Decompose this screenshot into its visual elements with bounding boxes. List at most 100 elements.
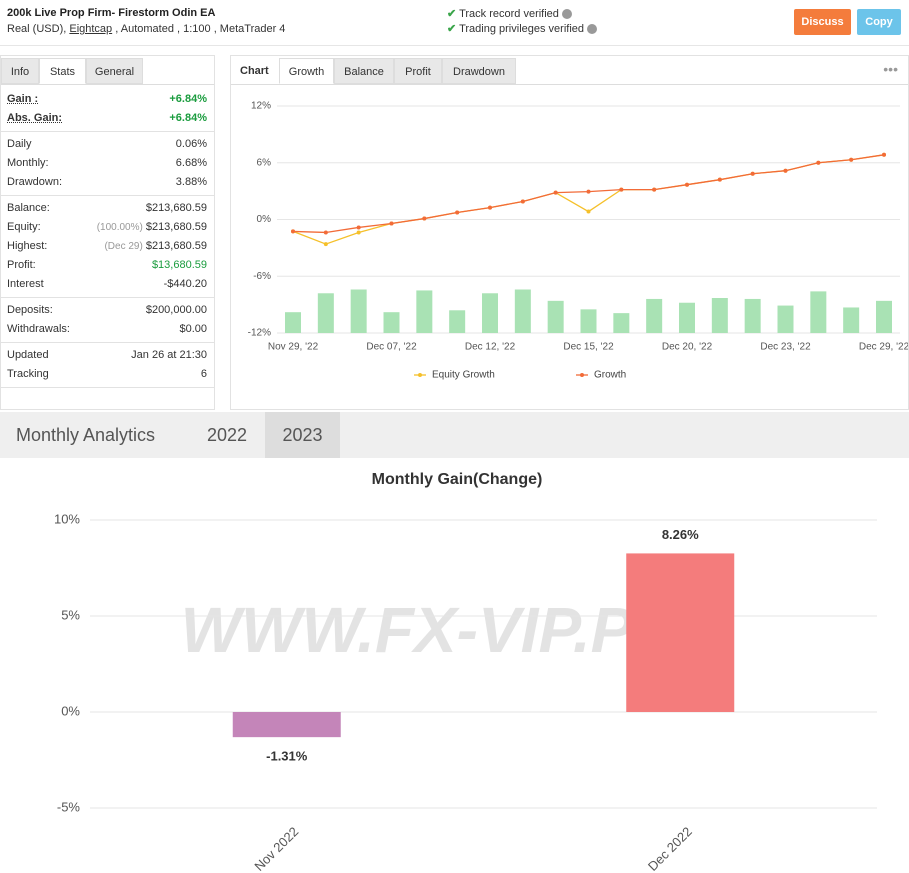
stats-label: Tracking [7,368,49,380]
stats-value-wrap: 3.88% [176,173,207,192]
legend-label: Equity Growth [432,370,495,381]
stats-value: $213,680.59 [145,221,207,233]
legend-label: Growth [594,370,626,381]
volume-bar [547,300,564,333]
chart-tab[interactable]: Drawdown [442,58,516,84]
stats-section: Updated Jan 26 at 21:30 Tracking 6 [1,343,214,388]
stats-value: 6.68% [175,157,207,169]
bar [232,712,341,738]
account-type: Real (USD), [7,23,67,35]
stats-value-wrap: +6.84% [169,109,207,128]
y-tick-label: -12% [248,328,271,339]
legend-marker [418,373,422,377]
volume-bar [317,293,334,333]
monthly-tabs: Monthly Analytics 2022 2023 [0,412,909,458]
copy-button[interactable]: Copy [857,9,901,35]
x-tick-label: Nov 29, '22 [268,342,319,353]
stats-row: Withdrawals: $0.00 [1,320,214,339]
volume-bar [646,298,663,333]
stats-label: Gain : [7,93,39,105]
volume-bar [383,312,400,333]
stats-value-wrap: 6 [201,365,207,384]
stats-label: Daily [7,138,32,150]
point [323,242,328,247]
volume-bar [679,302,695,333]
volume-bar [285,312,301,333]
stats-value: 3.88% [175,176,207,188]
stats-value: $200,000.00 [145,304,207,316]
volume-bar [416,290,433,333]
broker[interactable]: Eightcap [69,23,113,35]
stats-tab[interactable]: Stats [39,58,86,84]
y-tick-label: 0% [257,214,272,225]
stats-label: Deposits: [7,304,53,316]
point [849,157,854,162]
value-label: 8.26% [662,527,699,542]
stats-value-wrap: $213,680.59 [146,199,207,218]
stats-row: Abs. Gain: +6.84% [1,109,214,128]
stats-row: Deposits: $200,000.00 [1,301,214,320]
volume-bar [482,293,498,333]
x-tick-label: Dec 20, '22 [662,342,713,353]
point [422,216,427,221]
stats-value-wrap: +6.84% [169,90,207,109]
stats-value-wrap: (Dec 29) $213,680.59 [104,237,207,256]
stats-tabs: Info Stats General [1,58,214,85]
stats-value-wrap: $0.00 [179,320,207,339]
year-tab[interactable]: 2023 [265,412,340,458]
chart-label: Chart [240,65,269,77]
point [619,187,624,192]
verified-2: ✔ Trading privileges verified [447,22,598,35]
stats-label: Profit: [7,259,36,271]
verified-text: Trading privileges verified [459,23,585,35]
stats-tab[interactable]: Info [1,58,39,84]
stats-section: Balance: $213,680.59 Equity: (100.00%) $213,… [1,196,214,298]
stats-value: -$440.20 [163,278,207,290]
stats-row: Drawdown: 3.88% [1,173,214,192]
point [717,177,722,182]
point [685,182,689,187]
stats-value: +6.84% [169,112,207,124]
more-menu[interactable]: ••• [883,61,898,77]
point [750,171,755,176]
stats-value: $213,680.59 [145,202,207,214]
stats-value-wrap: 6.68% [176,154,207,173]
chart-tabs: Chart ••• Growth Balance Profit Drawdown [231,58,908,85]
stats-value-wrap: (100.00%) $213,680.59 [97,218,207,237]
volume-bar [843,307,860,333]
stats-label: Highest: [7,240,48,252]
stats-tab[interactable]: General [86,58,143,84]
y-tick-label: -6% [253,271,271,282]
stats-value-wrap: Jan 26 at 21:30 [131,346,207,365]
stats-row: Interest -$440.20 [1,275,214,294]
stats-row: Equity: (100.00%) $213,680.59 [1,218,214,237]
account: Real (USD), Eightcap , Automated , 1:100… [7,23,285,35]
stats-value: $0.00 [179,323,207,335]
volume-bar [876,300,892,333]
y-tick-label: 0% [61,703,80,718]
monthly-title: Monthly Analytics [16,425,156,445]
chart-tab[interactable]: Growth [279,58,334,84]
stats-value-wrap: -$440.20 [164,275,207,294]
account-details: , Automated , 1:100 , MetaTrader 4 [115,23,286,35]
stats-row: Highest: (Dec 29) $213,680.59 [1,237,214,256]
stats-label: Equity: [7,221,41,233]
chart-tab[interactable]: Profit [394,58,442,84]
stats-value-wrap: $200,000.00 [146,301,207,320]
stats-label: Drawdown: [7,176,63,188]
point [586,189,591,194]
stats-row: Tracking 6 [1,365,214,384]
x-tick-label: Dec 07, '22 [366,342,417,353]
stats-value: $213,680.59 [145,240,207,252]
verified-text: Track record verified [459,8,559,20]
bar [626,553,735,712]
point [520,199,525,204]
stats-row: Balance: $213,680.59 [1,199,214,218]
year-tab[interactable]: 2022 [206,425,248,445]
discuss-button[interactable]: Discuss [794,9,851,35]
point [455,210,460,215]
stats-value: $13,680.59 [151,259,207,271]
point [652,187,657,192]
point [389,221,394,226]
chart-tab[interactable]: Balance [334,58,394,84]
